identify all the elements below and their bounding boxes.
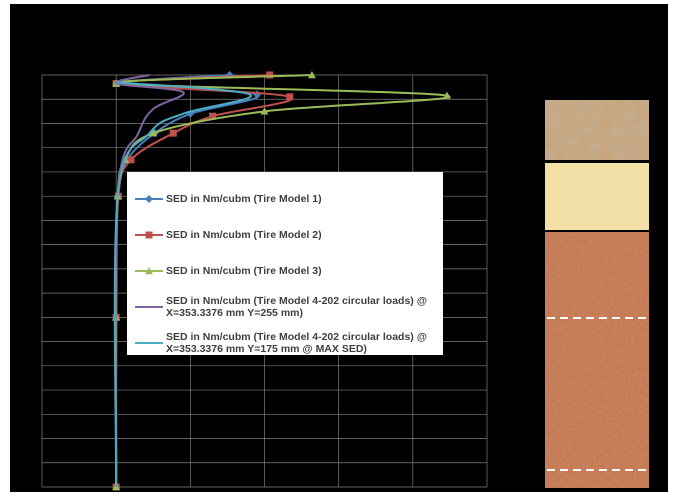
- marker: [307, 71, 316, 79]
- marker: [145, 231, 153, 239]
- marker: [169, 129, 177, 137]
- marker: [286, 93, 294, 101]
- marker: [127, 156, 135, 164]
- legend-item: SED in Nm/cubm (Tire Model 4-202 circula…: [135, 328, 435, 358]
- legend-label: SED in Nm/cubm (Tire Model 3): [166, 265, 322, 277]
- soil-texture: [545, 100, 649, 160]
- marker: [260, 107, 269, 115]
- soil-layer: [545, 163, 649, 230]
- marker: [209, 112, 217, 120]
- legend-swatch: [135, 306, 163, 308]
- legend-item: SED in Nm/cubm (Tire Model 1): [135, 184, 435, 214]
- legend-label: SED in Nm/cubm (Tire Model 4-202 circula…: [166, 295, 427, 319]
- legend-swatch: [135, 267, 163, 275]
- marker: [442, 91, 451, 99]
- marker: [145, 267, 153, 275]
- legend-swatch: [135, 342, 163, 344]
- marker: [149, 129, 158, 137]
- legend-swatch: [135, 231, 163, 239]
- legend-swatch: [135, 195, 163, 203]
- soil-texture: [545, 232, 649, 488]
- marker: [145, 195, 153, 203]
- legend: SED in Nm/cubm (Tire Model 1) SED in Nm/c…: [127, 172, 443, 355]
- legend-item: SED in Nm/cubm (Tire Model 4-202 circula…: [135, 292, 435, 322]
- legend-item: SED in Nm/cubm (Tire Model 3): [135, 256, 435, 286]
- series-line: [113, 81, 252, 488]
- legend-label: SED in Nm/cubm (Tire Model 2): [166, 229, 322, 241]
- legend-label: SED in Nm/cubm (Tire Model 1): [166, 193, 322, 205]
- legend-label: SED in Nm/cubm (Tire Model 4-202 circula…: [166, 331, 427, 355]
- soil-column: [545, 100, 649, 488]
- marker: [266, 71, 274, 79]
- legend-item: SED in Nm/cubm (Tire Model 2): [135, 220, 435, 250]
